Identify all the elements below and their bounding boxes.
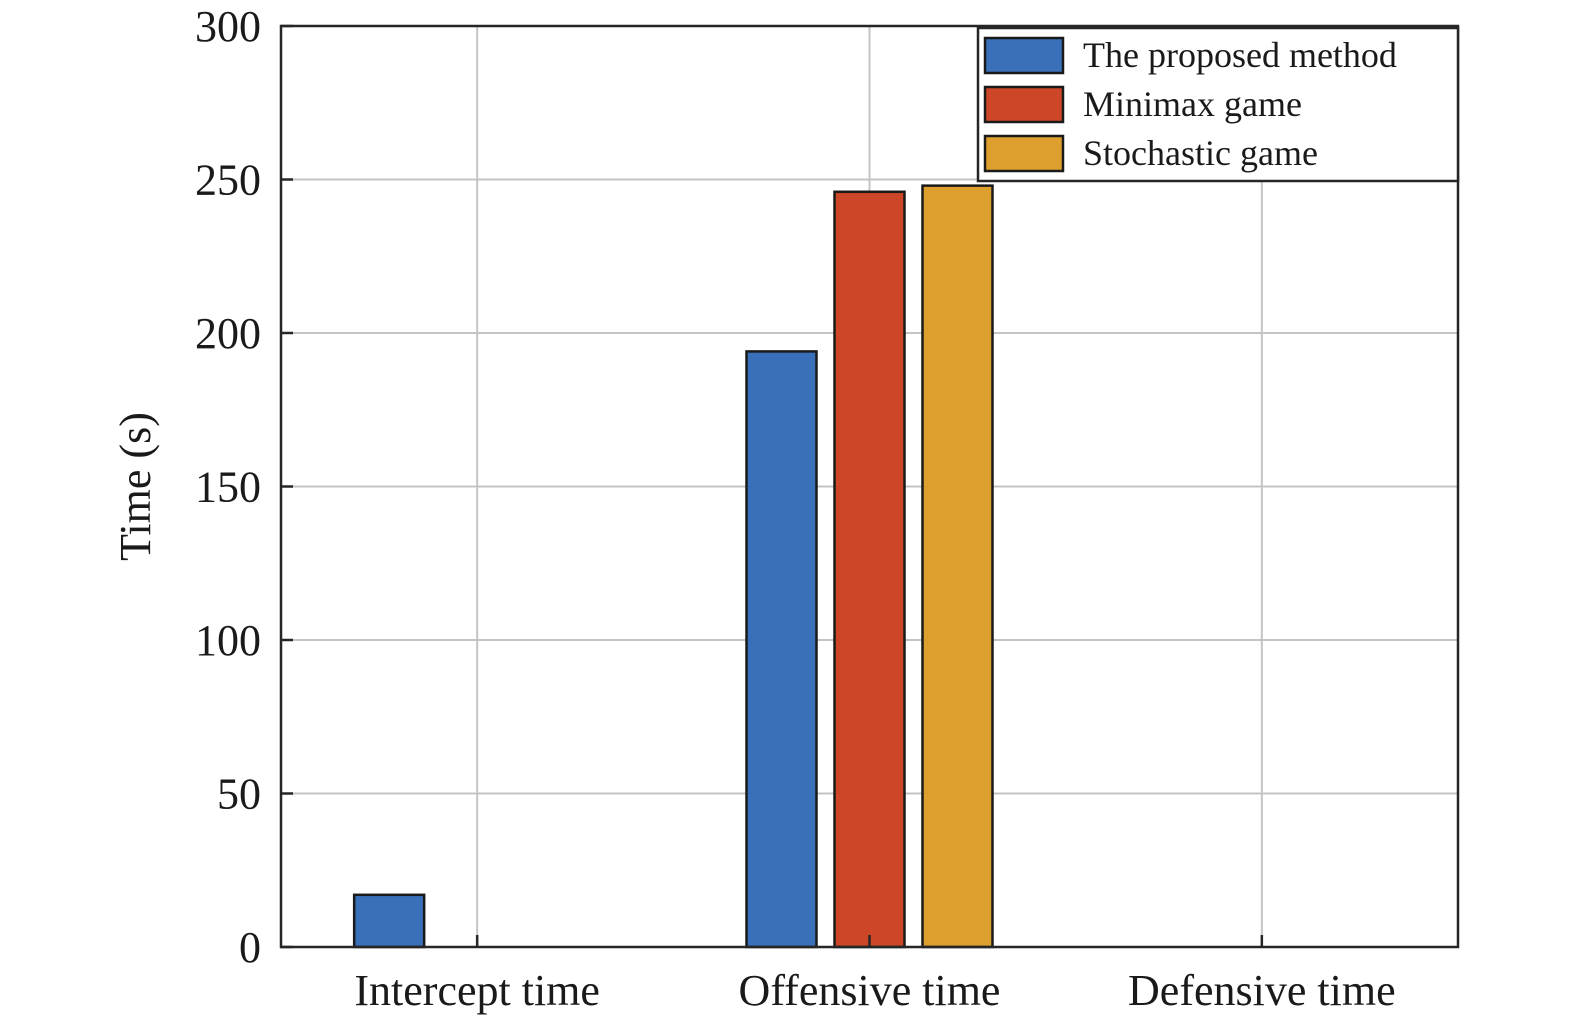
legend-label: Minimax game xyxy=(1083,84,1302,124)
axis-ticks xyxy=(281,24,1264,949)
bars xyxy=(352,184,994,949)
y-tick-label: 0 xyxy=(239,923,261,972)
y-tick-label: 200 xyxy=(195,309,261,358)
y-tick-labels: 0 50 100 150 200 250 300 xyxy=(195,2,261,972)
legend-swatch xyxy=(983,134,1065,173)
bar-1-2 xyxy=(745,350,818,949)
bar-1-1 xyxy=(352,893,426,949)
x-tick-labels: Intercept time Offensive time Defensive ti… xyxy=(354,966,1395,1015)
legend-label: The proposed method xyxy=(1083,35,1397,75)
y-tick-label: 50 xyxy=(217,770,261,819)
x-tick-label: Intercept time xyxy=(354,966,600,1015)
bar-3-2 xyxy=(921,184,994,949)
legend-swatch xyxy=(983,36,1065,75)
legend-label: Stochastic game xyxy=(1083,133,1318,173)
y-tick-label: 100 xyxy=(195,616,261,665)
bar-2-2 xyxy=(833,190,906,949)
x-tick-label: Offensive time xyxy=(739,966,1001,1015)
legend-swatch xyxy=(983,85,1065,124)
y-tick-label: 250 xyxy=(195,156,261,205)
y-tick-label: 300 xyxy=(195,2,261,51)
y-tick-label: 150 xyxy=(195,463,261,512)
y-axis-label: Time (s) xyxy=(111,412,160,561)
x-tick-label: Defensive time xyxy=(1128,966,1396,1015)
legend: The proposed method Minimax game Stochasti… xyxy=(976,26,1460,183)
